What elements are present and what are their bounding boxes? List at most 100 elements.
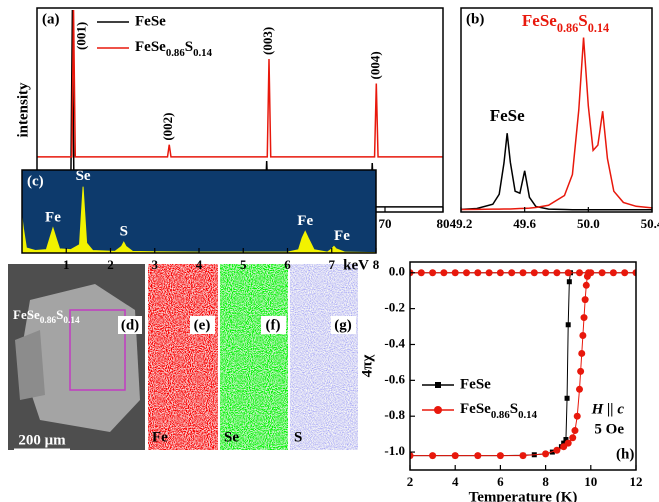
data-point [577,367,585,375]
data-point [632,269,636,277]
x-tick-label: 12 [630,474,643,489]
data-point [463,269,470,277]
fe-map: (e) Fe [148,264,218,450]
data-point [581,296,589,304]
x-tick-label: 4 [196,257,203,272]
x-tick-label: 7 [329,257,336,272]
panel: 2 4 6 8 10 12 0.0 -0.2 -0.4 -0.6 -0.8 -1.0 H || c 5 O… [359,261,643,502]
x-tick-label: 49.6 [513,216,536,231]
x-tick-label: 2 [407,474,414,489]
legend-label: FeSe [460,376,491,392]
data-point [576,385,583,393]
data-point [564,395,570,401]
panel-label: (b) [466,11,484,27]
x-tick-label: 2 [107,257,114,272]
y-tick-label: -0.2 [384,300,405,315]
axes-frame [409,261,637,471]
panel-label: (f) [266,317,281,333]
annotation: H || c [591,401,625,417]
data-point [485,269,493,277]
data-point [561,440,567,446]
data-point [451,269,459,277]
y-axis-label: 4πχ [359,354,375,378]
data-point [410,452,414,460]
data-point [530,269,538,277]
image-label: Fe [152,429,168,445]
data-point [496,269,504,277]
panel-label: (d) [121,317,139,333]
y-tick-label: -0.8 [384,407,405,422]
peak-label: (003) [260,27,275,55]
x-tick-label: 5 [240,257,247,272]
data-point [542,450,550,458]
panel-label: (h) [616,446,634,462]
y-axis-label: intensity [0,184,16,240]
se-map: (f) Se [220,264,288,450]
data-point [565,322,571,328]
data-point [553,446,561,454]
data-point [542,269,550,277]
data-point [566,279,572,285]
series-line [37,10,443,158]
data-point [508,269,516,277]
spectrum-area [22,186,376,253]
data-point [621,269,629,277]
peak-label: Se [76,168,91,184]
x-tick-label: 4 [452,474,459,489]
data-point [417,269,425,277]
data-point [519,269,527,277]
x-axis-label: Temperature (K) [469,489,578,502]
axes-frame [21,169,377,254]
x-tick-label: 8 [542,474,549,489]
annotation: 5 Oe [594,421,624,437]
legend-marker [435,382,441,388]
panel: 49.2 49.6 50.0 50.4 FeSe FeSe0.86S0.14 (b) [450,7,659,231]
data-point [598,269,606,277]
image-label: FeSe0.86S0.14 [13,307,80,326]
plot-area [461,37,652,211]
data-point [609,269,617,277]
legend-label: FeSe [135,13,166,29]
scale-bar-label: 200 μm [18,432,66,448]
image-label: S [294,429,302,445]
axes-frame [460,7,653,213]
x-tick-label: 8 [373,257,380,272]
x-tick-label: 70 [379,216,392,231]
peak-label: (001) [74,22,89,50]
peak-label: (002) [160,113,175,141]
data-point [564,439,572,447]
x-tick-label: 6 [497,474,504,489]
data-point [553,269,561,277]
data-point [451,452,459,460]
peak-label: (004) [367,51,382,79]
plot-area [22,186,376,253]
series-label: FeSe [490,106,525,125]
x-tick-label: 6 [284,257,291,272]
data-point [519,452,527,460]
x-tick-label: 10 [584,474,597,489]
x-tick-label: 1 [63,257,70,272]
data-point [579,332,587,340]
x-tick-label: 3 [152,257,159,272]
s-map: (g) S [290,264,358,450]
y-axis-label: intensity [15,82,31,138]
data-point [580,314,588,322]
sem-image: (d) FeSe0.86S0.14 200 μm [8,264,145,452]
x-tick-label: 50.4 [641,216,659,231]
data-point [578,349,586,357]
data-point [573,412,581,420]
data-point [474,452,482,460]
x-tick-label: 80 [437,216,450,231]
legend-label: FeSe0.86S0.14 [460,401,538,421]
x-tick-label: 49.2 [450,216,473,231]
data-point [440,269,448,277]
x-tick-label: 50.0 [577,216,600,231]
peak-label: S [120,224,128,240]
panel-label: (c) [27,173,44,189]
peak-label: Fe [297,213,313,229]
panel-label: (a) [42,11,60,27]
series-line [461,37,652,211]
panel-label: (g) [334,317,352,333]
legend-marker [434,406,442,414]
